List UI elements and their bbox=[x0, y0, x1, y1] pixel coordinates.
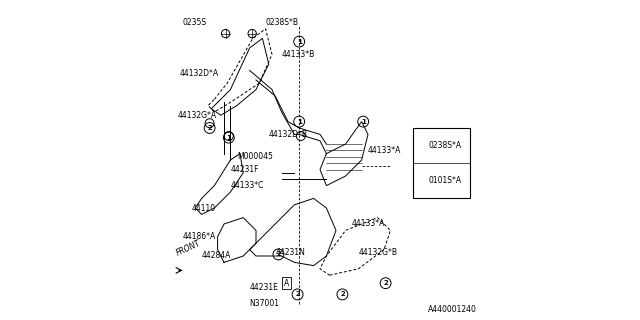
Text: 44186*A: 44186*A bbox=[182, 232, 216, 241]
Text: 44231E: 44231E bbox=[250, 284, 278, 292]
Text: A: A bbox=[284, 279, 289, 288]
Text: 1: 1 bbox=[417, 143, 422, 148]
Text: 2: 2 bbox=[340, 292, 345, 297]
Text: 0101S*A: 0101S*A bbox=[428, 176, 461, 185]
Text: FRONT: FRONT bbox=[174, 238, 202, 258]
Text: N37001: N37001 bbox=[250, 300, 280, 308]
Text: M000045: M000045 bbox=[237, 152, 273, 161]
Text: 44132G*A: 44132G*A bbox=[178, 111, 217, 120]
Text: 0238S*A: 0238S*A bbox=[428, 141, 461, 150]
Text: 44133*C: 44133*C bbox=[230, 181, 264, 190]
Text: 44110: 44110 bbox=[192, 204, 216, 212]
Text: 1: 1 bbox=[297, 39, 301, 44]
Text: 1: 1 bbox=[227, 135, 231, 140]
Text: 2: 2 bbox=[207, 125, 212, 131]
Text: 1: 1 bbox=[297, 119, 301, 124]
Text: 44133*A: 44133*A bbox=[352, 220, 385, 228]
Text: 0238S*B: 0238S*B bbox=[266, 18, 299, 27]
Text: 2: 2 bbox=[383, 280, 388, 286]
Text: 44132G*B: 44132G*B bbox=[358, 248, 397, 257]
Text: 44284A: 44284A bbox=[202, 252, 231, 260]
Text: 44133*B: 44133*B bbox=[282, 50, 315, 59]
Text: 0235S: 0235S bbox=[182, 18, 206, 27]
Text: 44231N: 44231N bbox=[275, 248, 305, 257]
Text: 2: 2 bbox=[295, 292, 300, 297]
Text: 44132D*B: 44132D*B bbox=[269, 130, 308, 139]
FancyBboxPatch shape bbox=[413, 128, 470, 198]
Text: 1: 1 bbox=[361, 119, 365, 124]
Text: 2: 2 bbox=[276, 252, 281, 257]
Text: 44133*A: 44133*A bbox=[368, 146, 401, 155]
Text: 44231F: 44231F bbox=[230, 165, 259, 174]
Text: 2: 2 bbox=[417, 178, 422, 184]
Text: 44132D*A: 44132D*A bbox=[179, 69, 218, 78]
Text: A440001240: A440001240 bbox=[428, 305, 477, 314]
